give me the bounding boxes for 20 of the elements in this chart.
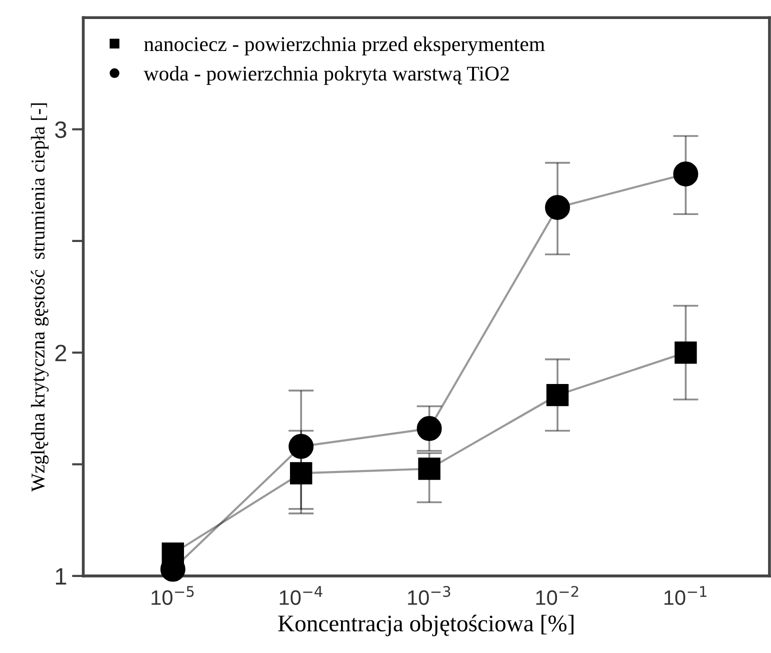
x-tick-label: 10$^{−3}$: [408, 586, 450, 605]
legend-label: nanociecz - powierzchnia przed eksperymentem: [144, 36, 545, 56]
x-tick-label: 10$^{−4}$: [280, 586, 322, 605]
point: [416, 416, 442, 442]
x-tick-label: 10$^{−1}$: [664, 586, 706, 605]
legend-label: woda - powierzchnia pokryta warstwą TiO2: [144, 66, 509, 85]
point: [674, 342, 697, 364]
point: [546, 384, 569, 406]
x-tick-label: 10$^{−2}$: [536, 586, 578, 605]
point: [673, 161, 698, 186]
point: [418, 458, 440, 480]
point: [290, 462, 312, 484]
y-tick-label: 2: [55, 344, 66, 362]
x-axis-title: Koncentracja objętościowa [%]: [278, 614, 574, 636]
y-tick-label: 1: [56, 568, 66, 584]
point: [288, 434, 314, 459]
y-tick-label: 3: [55, 121, 66, 138]
point: [545, 194, 570, 220]
x-tick-label: 10$^{−5}$: [152, 586, 194, 605]
y-axis-title: Względna krytyczna gęstość strumienia ciepła [-]: [30, 103, 49, 492]
